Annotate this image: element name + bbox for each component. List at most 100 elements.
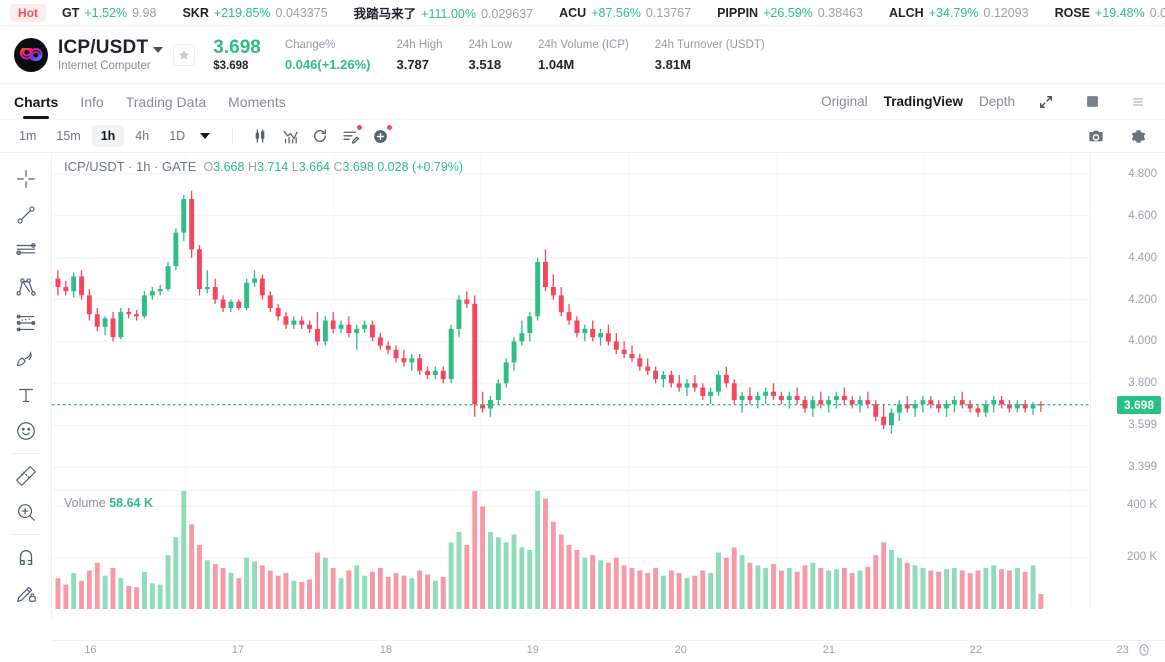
ticker-item[interactable]: GT +1.52% 9.98 — [62, 6, 156, 20]
interval-1h[interactable]: 1h — [91, 125, 125, 147]
ticker-item[interactable]: PIPPIN +26.59% 0.38463 — [717, 6, 863, 20]
indicators-icon[interactable] — [275, 124, 305, 148]
stat-label: 24h Turnover (USDT) — [654, 38, 765, 51]
fib-retracement-icon[interactable] — [7, 305, 45, 341]
clock-icon[interactable] — [1137, 643, 1151, 657]
instrument-stat: 24h Volume (ICP) 1.04M — [538, 37, 629, 72]
current-price-badge: 3.698 — [1116, 395, 1161, 414]
ticker-item[interactable]: 我踏马来了 +111.00% 0.029637 — [354, 3, 533, 22]
last-price-usd: $3.698 — [213, 60, 249, 73]
price-axis-label: 3.399 — [1128, 461, 1157, 474]
candlestick-type-icon[interactable] — [245, 124, 275, 148]
chart-area: ICP/USDT · 1h · GATE O3.668 H3.714 L3.664… — [0, 153, 1165, 618]
interval-1m[interactable]: 1m — [19, 129, 37, 143]
ticker-change: +19.48% — [1095, 5, 1145, 20]
expand-icon[interactable] — [1031, 90, 1061, 114]
ticker-item[interactable]: ROSE +19.48% 0.02061 — [1055, 6, 1165, 20]
menu-icon[interactable] — [1123, 90, 1153, 114]
price-pane[interactable] — [52, 153, 1090, 488]
instrument-stat: 24h Low 3.518 — [469, 37, 512, 72]
favorite-star-button[interactable] — [173, 43, 196, 66]
ticker-change: +111.00% — [421, 7, 476, 21]
notification-dot — [357, 125, 363, 130]
price-axis-label: 4.400 — [1128, 251, 1157, 264]
emoji-icon[interactable] — [7, 413, 45, 449]
crosshair-icon[interactable] — [7, 161, 45, 197]
stat-value: 1.04M — [538, 57, 575, 73]
horizontal-lines-icon[interactable] — [7, 233, 45, 269]
pitchfork-icon[interactable] — [7, 269, 45, 305]
time-axis-label: 23 — [1116, 644, 1129, 656]
interval-dropdown-icon[interactable] — [200, 133, 211, 139]
ticker-item[interactable]: ACU +87.56% 0.13767 — [559, 6, 691, 20]
instrument-stat: 24h Turnover (USDT) 3.81M — [655, 37, 765, 72]
ticker-symbol: ROSE — [1054, 5, 1091, 20]
ticker-symbol: ACU — [559, 5, 587, 20]
ticker-change: +34.79% — [928, 5, 979, 20]
lock-drawings-icon[interactable] — [7, 575, 45, 611]
legend-title: ICP/USDT · 1h · GATE — [64, 159, 197, 174]
view-tab-original[interactable]: Original — [821, 94, 868, 109]
view-tab-tradingview[interactable]: TradingView — [883, 94, 963, 109]
volume-pane[interactable] — [52, 490, 1090, 609]
measure-ruler-icon[interactable] — [7, 458, 45, 494]
page-tabs: Charts Info Trading Data Moments Original Tr… — [0, 84, 1165, 120]
chart-legend: ICP/USDT · 1h · GATE O3.668 H3.714 L3.664… — [64, 159, 463, 174]
instrument-header: ICP/USDT Internet Computer 3.698 $3.698 … — [0, 26, 1165, 84]
view-tab-depth[interactable]: Depth — [978, 94, 1015, 109]
time-axis-label: 16 — [84, 644, 97, 656]
toolbar-divider — [232, 128, 234, 144]
time-axis-label: 17 — [231, 644, 245, 656]
tab-trading-data[interactable]: Trading Data — [125, 93, 207, 110]
refresh-icon[interactable] — [305, 124, 335, 148]
drawing-toolbar — [0, 153, 52, 618]
interval-15m[interactable]: 15m — [56, 129, 81, 143]
price-axis-label: 4.000 — [1128, 335, 1157, 348]
time-axis[interactable]: 16 17 18 19 20 21 22 23 — [52, 640, 1165, 662]
pair-block[interactable]: ICP/USDT Internet Computer — [58, 37, 164, 72]
ticker-price: 0.043375 — [275, 5, 328, 20]
zoom-in-icon[interactable] — [7, 494, 45, 530]
camera-icon[interactable] — [1081, 124, 1111, 148]
legend-c-val: 3.698 — [342, 160, 374, 174]
text-tool-icon[interactable] — [7, 377, 45, 413]
ticker-price: 0.029637 — [480, 7, 534, 21]
tab-info[interactable]: Info — [80, 93, 104, 110]
volume-axis-label: 200 K — [1126, 550, 1157, 563]
chart-canvas[interactable]: ICP/USDT · 1h · GATE O3.668 H3.714 L3.664… — [52, 153, 1165, 618]
brush-icon[interactable] — [7, 341, 45, 377]
ticker-symbol: SKR — [182, 5, 209, 20]
price-axis-label: 3.800 — [1128, 377, 1157, 390]
trend-line-icon[interactable] — [7, 197, 45, 233]
time-axis-label: 21 — [822, 644, 836, 656]
hot-ticker-bar[interactable]: Hot GT +1.52% 9.98 SKR +219.85% 0.043375 我踏马来了… — [0, 0, 1165, 26]
volume-label: Volume — [64, 496, 106, 510]
ticker-price: 0.13767 — [645, 5, 692, 20]
legend-h-val: 3.714 — [256, 160, 289, 174]
legend-o-val: 3.668 — [213, 160, 245, 174]
stat-label: 24h High — [396, 38, 443, 51]
magnet-icon[interactable] — [7, 539, 45, 575]
interval-4h[interactable]: 4h — [135, 129, 150, 143]
add-indicator-icon[interactable] — [365, 124, 395, 148]
gear-icon[interactable] — [1123, 124, 1153, 148]
time-axis-label: 22 — [969, 644, 982, 656]
ticker-item[interactable]: SKR +219.85% 0.043375 — [182, 6, 327, 20]
chevron-down-icon[interactable] — [153, 46, 164, 53]
layout-square-icon[interactable] — [1077, 90, 1107, 114]
stat-label: 24h Volume (ICP) — [538, 38, 629, 51]
tab-moments[interactable]: Moments — [228, 93, 286, 110]
legend-c-key: C — [333, 160, 343, 174]
ticker-price: 0.38463 — [817, 5, 863, 20]
ticker-item[interactable]: ALCH +34.79% 0.12093 — [889, 6, 1029, 20]
toolbar-divider-2 — [11, 534, 40, 535]
interval-1D[interactable]: 1D — [169, 129, 186, 143]
hot-badge: Hot — [10, 3, 46, 22]
price-axis[interactable]: 4.800 4.600 4.400 4.200 4.000 3.800 3.599 3.399… — [1090, 153, 1165, 608]
alerts-list-icon[interactable] — [335, 124, 365, 148]
instrument-stat: 24h High 3.787 — [396, 37, 442, 72]
tab-charts[interactable]: Charts — [14, 84, 58, 119]
pair-name: ICP/USDT — [58, 37, 149, 58]
stat-label: 24h Low — [468, 38, 513, 51]
